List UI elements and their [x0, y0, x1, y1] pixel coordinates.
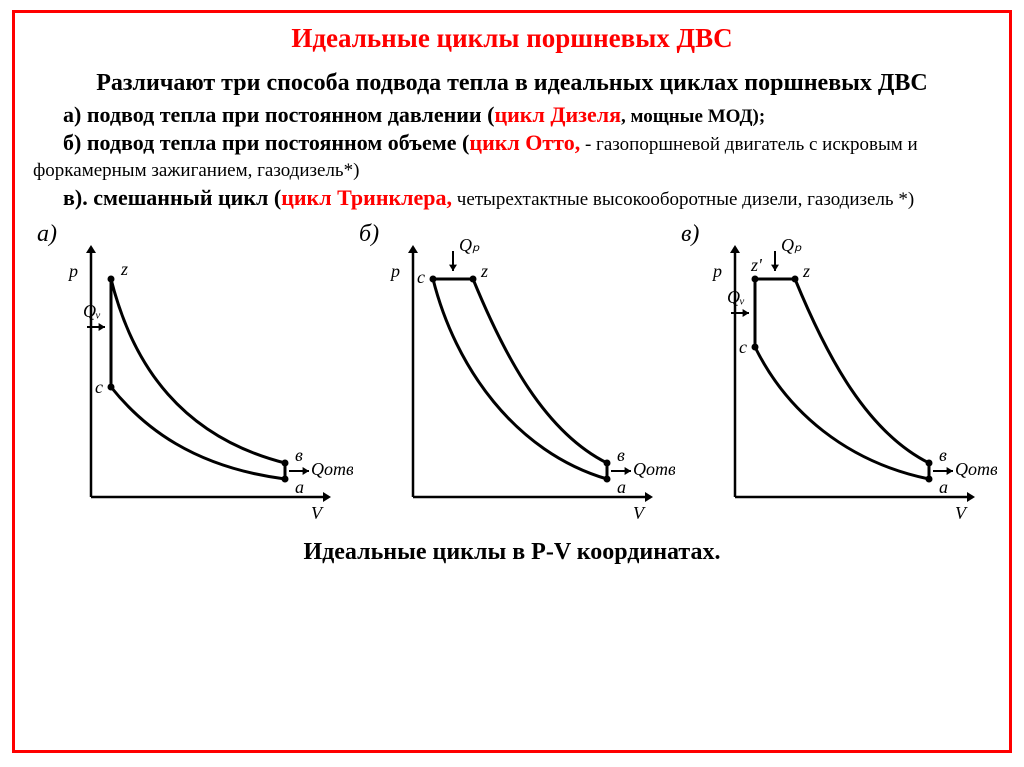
svg-text:a: a [617, 477, 626, 497]
item-b-lead: б) подвод тепла при постоянном объеме ( [63, 130, 469, 155]
svg-text:Qотв: Qотв [633, 459, 675, 479]
svg-text:p: p [67, 261, 78, 281]
svg-text:p: p [711, 261, 722, 281]
svg-text:в: в [939, 445, 947, 465]
pv-diagram-b: б)pVczвaQₚQотв [355, 217, 669, 537]
svg-text:Qᵥ: Qᵥ [83, 301, 101, 321]
slide-title: Идеальные циклы поршневых ДВС [33, 23, 991, 54]
svg-text:Qₚ: Qₚ [459, 235, 480, 255]
svg-text:p: p [389, 261, 400, 281]
slide-subtitle: Различают три способа подвода тепла в ид… [33, 70, 991, 98]
bottom-caption: Идеальные циклы в P-V координатах. [33, 539, 991, 566]
svg-text:z: z [802, 261, 810, 281]
svg-text:Qотв: Qотв [311, 459, 353, 479]
svg-text:V: V [311, 503, 324, 523]
svg-text:в: в [617, 445, 625, 465]
item-a-cycle: цикл Дизеля [494, 102, 621, 127]
item-c: в). смешанный цикл (цикл Тринклера, четы… [33, 185, 991, 211]
slide-frame: Идеальные циклы поршневых ДВС Различают … [12, 10, 1012, 753]
svg-text:z': z' [750, 255, 763, 275]
pv-diagram-a: а)pVzcвaQᵥQотв [33, 217, 347, 537]
svg-text:c: c [739, 337, 747, 357]
svg-text:a: a [295, 477, 304, 497]
svg-text:c: c [417, 267, 425, 287]
item-a-tail: , мощные МОД); [621, 106, 765, 127]
svg-text:V: V [955, 503, 968, 523]
pv-diagram-c: в)pVz'zcвaQᵥQₚQотв [677, 217, 991, 537]
svg-text:V: V [633, 503, 646, 523]
item-c-cycle: цикл Тринклера, [281, 185, 452, 210]
svg-text:в: в [295, 445, 303, 465]
item-b-cycle: цикл Отто, [469, 130, 580, 155]
item-a: а) подвод тепла при постоянном давлении … [33, 102, 991, 128]
svg-text:a: a [939, 477, 948, 497]
diagrams-row: а)pVzcвaQᵥQотвб)pVczвaQₚQотвв)pVz'zcвaQᵥ… [33, 217, 991, 537]
svg-text:Qᵥ: Qᵥ [727, 287, 745, 307]
item-a-lead: а) подвод тепла при постоянном давлении … [63, 102, 494, 127]
item-c-tail: четырехтактные высокооборотные дизели, г… [452, 189, 914, 210]
svg-text:Qотв: Qотв [955, 459, 997, 479]
item-c-lead: в). смешанный цикл ( [63, 185, 281, 210]
svg-text:z: z [480, 261, 488, 281]
svg-text:z: z [120, 259, 128, 279]
svg-text:c: c [95, 377, 103, 397]
svg-text:Qₚ: Qₚ [781, 235, 802, 255]
item-b: б) подвод тепла при постоянном объеме (ц… [33, 130, 991, 183]
